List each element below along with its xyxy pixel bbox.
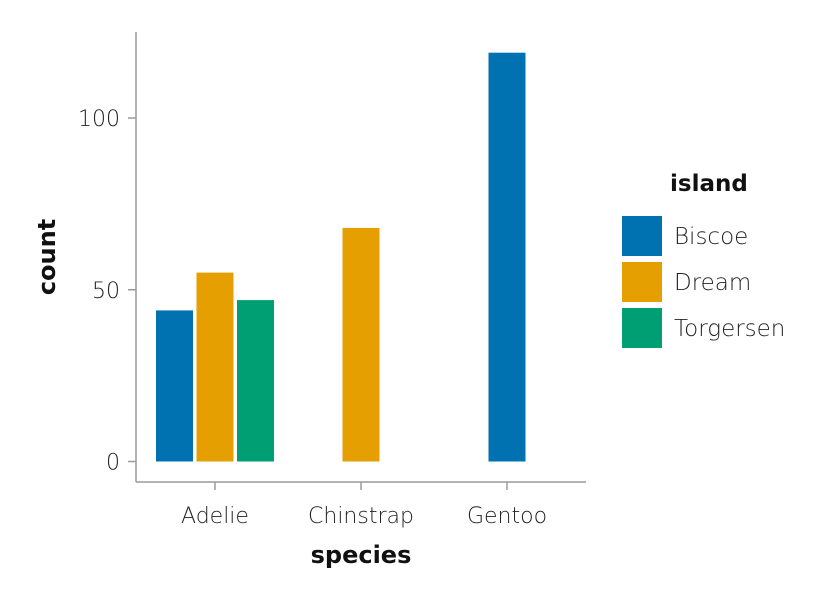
legend-title: island <box>670 171 748 197</box>
bar-adelie-dream <box>196 272 234 462</box>
legend-label-torgersen: Torgersen <box>674 316 785 342</box>
legend-label-biscoe: Biscoe <box>674 224 748 250</box>
y-tick-label: 50 <box>92 279 120 304</box>
x-tick-label: Adelie <box>181 504 249 529</box>
x-axis-ticks: Adelie Chinstrap Gentoo <box>181 482 547 529</box>
bars-layer <box>156 52 526 462</box>
legend-label-dream: Dream <box>674 270 751 296</box>
y-tick-label: 100 <box>78 107 120 132</box>
bar-chinstrap-dream <box>342 227 380 462</box>
x-axis-title: species <box>311 541 412 569</box>
legend-swatch-torgersen <box>622 308 662 348</box>
bar-gentoo-biscoe <box>488 52 526 462</box>
y-tick-label: 0 <box>106 451 120 476</box>
y-axis-title: count <box>33 219 61 295</box>
bar-adelie-biscoe <box>156 310 193 462</box>
bar-adelie-torgersen <box>237 300 274 462</box>
x-tick-label: Gentoo <box>467 504 547 529</box>
legend-swatch-biscoe <box>622 216 662 256</box>
legend-swatch-dream <box>622 262 662 302</box>
x-tick-label: Chinstrap <box>308 504 414 529</box>
y-axis-ticks: 0 50 100 <box>78 107 136 476</box>
legend: island Biscoe Dream Torgersen <box>622 171 785 348</box>
